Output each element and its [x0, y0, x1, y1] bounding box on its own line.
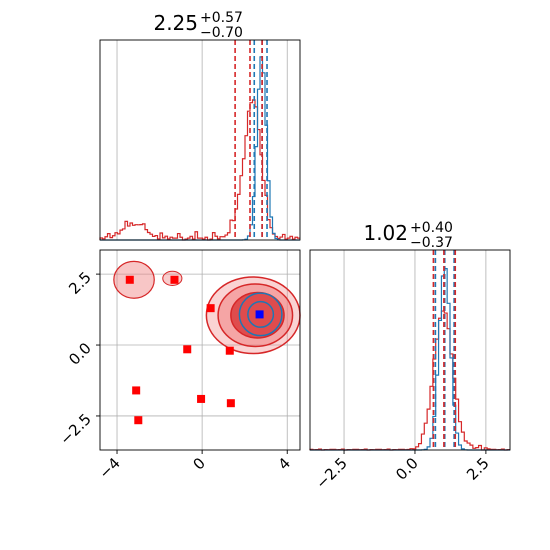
param2-x-tick-label-1: 0.0	[392, 454, 422, 484]
param1-histograms	[99, 56, 300, 241]
param2-title-minus: −0.37	[410, 235, 453, 251]
red-marker-0	[125, 275, 134, 284]
joint-2d-contours	[113, 260, 301, 355]
red-contour-secondary	[113, 260, 155, 299]
red-marker-6	[134, 416, 143, 425]
param1-x-tick-label-0: −4	[95, 454, 123, 482]
param2-histogram-panel: −2.5 0.0 2.5 1.02 +0.40−0.37	[309, 220, 511, 493]
joint-2d-panel: −4 0 4 −2.5 0.0 2.5	[56, 249, 301, 482]
param1-blue-hist	[100, 56, 300, 241]
param2-x-tick-label-0: −2.5	[312, 454, 350, 492]
red-marker-7	[197, 394, 206, 403]
red-marker-4	[225, 346, 234, 355]
param1-quantile-lines	[234, 40, 268, 240]
param1-red-hist	[99, 99, 300, 241]
param1-title-value: 2.25	[153, 11, 198, 35]
param1-x-tick-label-2: 4	[275, 454, 294, 473]
param2-red-hist	[309, 310, 510, 451]
red-marker-2	[206, 304, 215, 313]
blue-contour-outer	[238, 292, 283, 337]
param2-y-ticks: −2.5 0.0 2.5	[56, 268, 100, 449]
param2-quantile-lines	[432, 250, 457, 450]
blue-contour-inner	[247, 300, 275, 328]
param2-hist-grid	[343, 250, 487, 450]
param2-histograms	[309, 268, 510, 451]
joint-2d-markers	[125, 275, 264, 425]
param2-blue-hist	[310, 268, 510, 451]
param2-x-ticks: −2.5 0.0 2.5	[312, 450, 493, 493]
param1-histogram-panel: 2.25 +0.57−0.70	[99, 10, 301, 241]
red-marker-1	[170, 275, 179, 284]
param1-title-minus: −0.70	[200, 25, 243, 41]
param2-y-tick-label-2: 2.5	[65, 268, 95, 298]
blue-marker	[255, 310, 264, 319]
param2-title-value: 1.02	[363, 221, 408, 245]
param2-y-tick-label-0: −2.5	[56, 410, 94, 448]
param1-x-tick-label-1: 0	[189, 454, 208, 473]
param2-title-plus: +0.40	[410, 220, 453, 236]
param2-y-tick-label-1: 0.0	[65, 339, 95, 369]
param2-x-tick-label-2: 2.5	[463, 454, 493, 484]
joint-2d-frame	[99, 249, 301, 451]
red-marker-3	[183, 345, 192, 354]
param1-hist-frame	[99, 39, 301, 241]
param1-x-ticks: −4 0 4	[95, 450, 294, 482]
param1-hist-grid	[116, 40, 288, 240]
red-marker-5	[132, 386, 141, 395]
param1-title-plus: +0.57	[200, 10, 243, 26]
red-marker-8	[226, 399, 235, 408]
param2-hist-frame	[309, 249, 511, 451]
